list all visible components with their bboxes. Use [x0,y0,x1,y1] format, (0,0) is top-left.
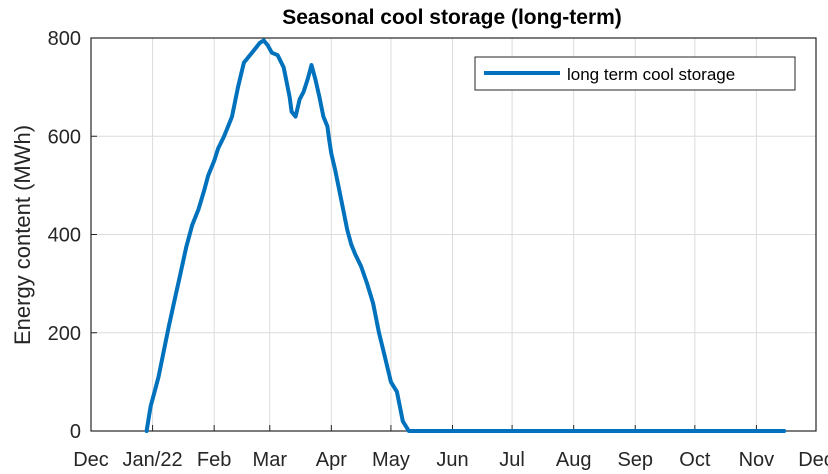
x-tick-label: Mar [253,449,288,471]
y-tick-label: 200 [48,323,81,345]
x-tick-label: Apr [316,449,347,471]
grid-lines [90,37,817,432]
x-tick-label: Dec [73,449,109,471]
series-line [144,38,787,433]
y-axis-label: Energy content (MWh) [10,125,35,345]
x-tick-label: Jan/22 [123,449,183,471]
x-tick-label: Aug [556,449,592,471]
x-tick-label: Jul [499,449,525,471]
legend-label: long term cool storage [567,65,735,84]
y-tick-label: 800 [48,28,81,50]
x-tick-label: Feb [197,449,231,471]
x-tick-label: May [372,449,410,471]
x-tick-label: Jun [436,449,468,471]
x-tick-label: Dec [798,449,828,471]
y-tick-label: 400 [48,225,81,247]
chart-title: Seasonal cool storage (long-term) [282,6,622,29]
x-tick-label: Sep [617,449,653,471]
legend: long term cool storage [474,56,796,91]
x-tick-label: Oct [679,449,711,471]
series-layer [144,38,787,433]
x-tick-label: Nov [739,449,775,471]
y-tick-label: 0 [70,421,81,443]
x-axis-ticks: Dec Jan/22 Feb Mar Apr May Jun Jul Aug Sep Oct Nov D… [73,425,828,471]
y-axis-ticks: 0 200 400 600 800 [48,28,97,443]
y-tick-label: 600 [48,126,81,148]
